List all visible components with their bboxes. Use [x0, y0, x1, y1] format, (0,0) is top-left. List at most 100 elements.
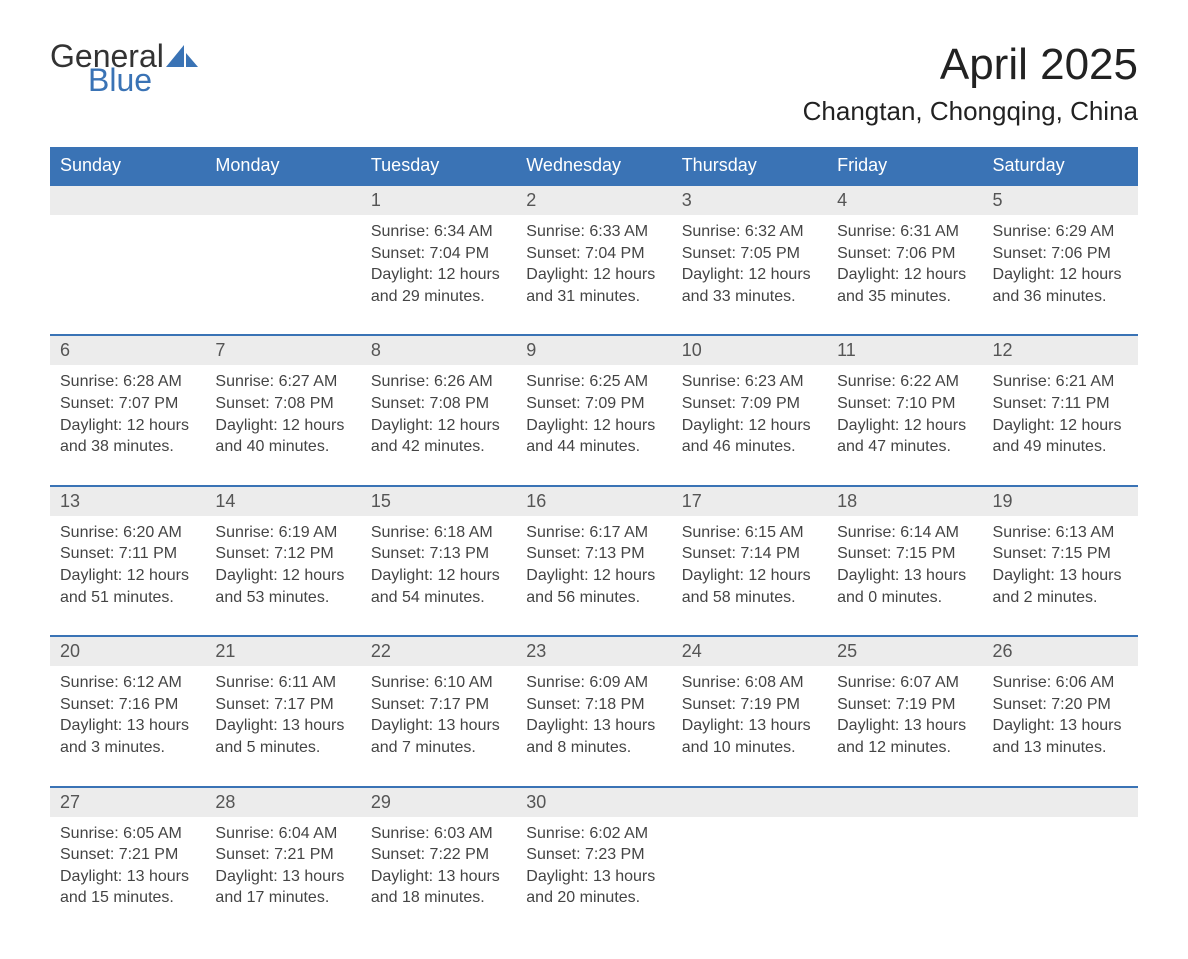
d2-text: and 35 minutes.: [837, 286, 972, 308]
title-block: April 2025 Changtan, Chongqing, China: [803, 40, 1138, 127]
day-detail-cell: Sunrise: 6:28 AMSunset: 7:07 PMDaylight:…: [50, 365, 205, 467]
sunrise-text: Sunrise: 6:28 AM: [60, 371, 195, 393]
day-number-cell: 7: [205, 335, 360, 365]
d1-text: Daylight: 13 hours: [371, 715, 506, 737]
day-number-cell: 19: [983, 486, 1138, 516]
day-detail-cell: Sunrise: 6:19 AMSunset: 7:12 PMDaylight:…: [205, 516, 360, 618]
day-detail-cell: Sunrise: 6:14 AMSunset: 7:15 PMDaylight:…: [827, 516, 982, 618]
d1-text: Daylight: 12 hours: [371, 415, 506, 437]
day-detail-cell: Sunrise: 6:11 AMSunset: 7:17 PMDaylight:…: [205, 666, 360, 768]
d2-text: and 7 minutes.: [371, 737, 506, 759]
d2-text: and 5 minutes.: [215, 737, 350, 759]
day-number-cell: 25: [827, 636, 982, 666]
d2-text: and 58 minutes.: [682, 587, 817, 609]
day-number-cell: 29: [361, 787, 516, 817]
sunrise-text: Sunrise: 6:14 AM: [837, 522, 972, 544]
day-detail-cell: Sunrise: 6:32 AMSunset: 7:05 PMDaylight:…: [672, 215, 827, 317]
sunset-text: Sunset: 7:17 PM: [371, 694, 506, 716]
day-detail-cell: Sunrise: 6:26 AMSunset: 7:08 PMDaylight:…: [361, 365, 516, 467]
day-number-cell: 24: [672, 636, 827, 666]
d1-text: Daylight: 13 hours: [215, 866, 350, 888]
sunset-text: Sunset: 7:05 PM: [682, 243, 817, 265]
sunset-text: Sunset: 7:19 PM: [682, 694, 817, 716]
sunrise-text: Sunrise: 6:34 AM: [371, 221, 506, 243]
day-detail-cell: Sunrise: 6:25 AMSunset: 7:09 PMDaylight:…: [516, 365, 671, 467]
day-number-cell: 15: [361, 486, 516, 516]
sunset-text: Sunset: 7:11 PM: [60, 543, 195, 565]
day-number-cell: 4: [827, 185, 982, 215]
day-detail-row: Sunrise: 6:28 AMSunset: 7:07 PMDaylight:…: [50, 365, 1138, 467]
day-number-cell: 14: [205, 486, 360, 516]
sunset-text: Sunset: 7:12 PM: [215, 543, 350, 565]
d2-text: and 0 minutes.: [837, 587, 972, 609]
weekday-header: Friday: [827, 147, 982, 185]
day-detail-cell: Sunrise: 6:06 AMSunset: 7:20 PMDaylight:…: [983, 666, 1138, 768]
day-detail-cell: Sunrise: 6:04 AMSunset: 7:21 PMDaylight:…: [205, 817, 360, 919]
d1-text: Daylight: 12 hours: [215, 565, 350, 587]
sunrise-text: Sunrise: 6:17 AM: [526, 522, 661, 544]
d2-text: and 38 minutes.: [60, 436, 195, 458]
empty-cell: [983, 787, 1138, 817]
day-detail-row: Sunrise: 6:20 AMSunset: 7:11 PM Daylight:…: [50, 516, 1138, 618]
sunrise-text: Sunrise: 6:25 AM: [526, 371, 661, 393]
d2-text: and 51 minutes.: [60, 587, 195, 609]
sunset-text: Sunset: 7:16 PM: [60, 694, 195, 716]
day-detail-cell: Sunrise: 6:10 AMSunset: 7:17 PMDaylight:…: [361, 666, 516, 768]
d2-text: and 47 minutes.: [837, 436, 972, 458]
sunset-text: Sunset: 7:13 PM: [371, 543, 506, 565]
sunset-text: Sunset: 7:07 PM: [60, 393, 195, 415]
d1-text: Daylight: 12 hours: [682, 565, 817, 587]
day-number-cell: 5: [983, 185, 1138, 215]
sunset-text: Sunset: 7:22 PM: [371, 844, 506, 866]
day-detail-cell: Sunrise: 6:23 AMSunset: 7:09 PMDaylight:…: [672, 365, 827, 467]
d2-text: and 8 minutes.: [526, 737, 661, 759]
d2-text: and 29 minutes.: [371, 286, 506, 308]
sunrise-text: Sunrise: 6:18 AM: [371, 522, 506, 544]
day-detail-cell: Sunrise: 6:12 AMSunset: 7:16 PMDaylight:…: [50, 666, 205, 768]
day-detail-cell: Sunrise: 6:03 AMSunset: 7:22 PMDaylight:…: [361, 817, 516, 919]
separator-cell: [50, 468, 1138, 486]
day-detail-cell: Sunrise: 6:05 AMSunset: 7:21 PMDaylight:…: [50, 817, 205, 919]
sunset-text: Sunset: 7:11 PM: [993, 393, 1128, 415]
d2-text: and 53 minutes.: [215, 587, 350, 609]
sunset-text: Sunset: 7:04 PM: [371, 243, 506, 265]
d1-text: Daylight: 13 hours: [837, 565, 972, 587]
d1-text: Daylight: 13 hours: [993, 715, 1128, 737]
day-number-cell: 27: [50, 787, 205, 817]
day-detail-cell: Sunrise: 6:34 AMSunset: 7:04 PMDaylight:…: [361, 215, 516, 317]
day-number-cell: 28: [205, 787, 360, 817]
separator-cell: [50, 618, 1138, 636]
empty-cell: [672, 787, 827, 817]
d2-text: and 56 minutes.: [526, 587, 661, 609]
sunrise-text: Sunrise: 6:20 AM: [60, 522, 195, 544]
sunset-text: Sunset: 7:15 PM: [993, 543, 1128, 565]
day-number-cell: 13: [50, 486, 205, 516]
separator-cell: [50, 317, 1138, 335]
day-number-cell: 11: [827, 335, 982, 365]
week-separator: [50, 618, 1138, 636]
sunrise-text: Sunrise: 6:08 AM: [682, 672, 817, 694]
d2-text: and 17 minutes.: [215, 887, 350, 909]
d1-text: Daylight: 13 hours: [526, 866, 661, 888]
empty-cell: [50, 215, 205, 317]
d1-text: Daylight: 12 hours: [837, 415, 972, 437]
sunrise-text: Sunrise: 6:12 AM: [60, 672, 195, 694]
sunrise-text: Sunrise: 6:06 AM: [993, 672, 1128, 694]
d1-text: Daylight: 13 hours: [682, 715, 817, 737]
empty-cell: [50, 185, 205, 215]
day-detail-row: Sunrise: 6:34 AMSunset: 7:04 PMDaylight:…: [50, 215, 1138, 317]
logo: General Blue: [50, 40, 198, 96]
day-number-cell: 9: [516, 335, 671, 365]
empty-cell: [983, 817, 1138, 919]
d2-text: and 44 minutes.: [526, 436, 661, 458]
day-number-cell: 16: [516, 486, 671, 516]
sunset-text: Sunset: 7:06 PM: [837, 243, 972, 265]
empty-cell: [205, 185, 360, 215]
day-detail-cell: Sunrise: 6:17 AMSunset: 7:13 PMDaylight:…: [516, 516, 671, 618]
week-separator: [50, 317, 1138, 335]
d1-text: Daylight: 12 hours: [60, 415, 195, 437]
day-detail-cell: Sunrise: 6:21 AMSunset: 7:11 PMDaylight:…: [983, 365, 1138, 467]
d2-text: and 15 minutes.: [60, 887, 195, 909]
day-detail-cell: Sunrise: 6:18 AMSunset: 7:13 PMDaylight:…: [361, 516, 516, 618]
sunrise-text: Sunrise: 6:09 AM: [526, 672, 661, 694]
